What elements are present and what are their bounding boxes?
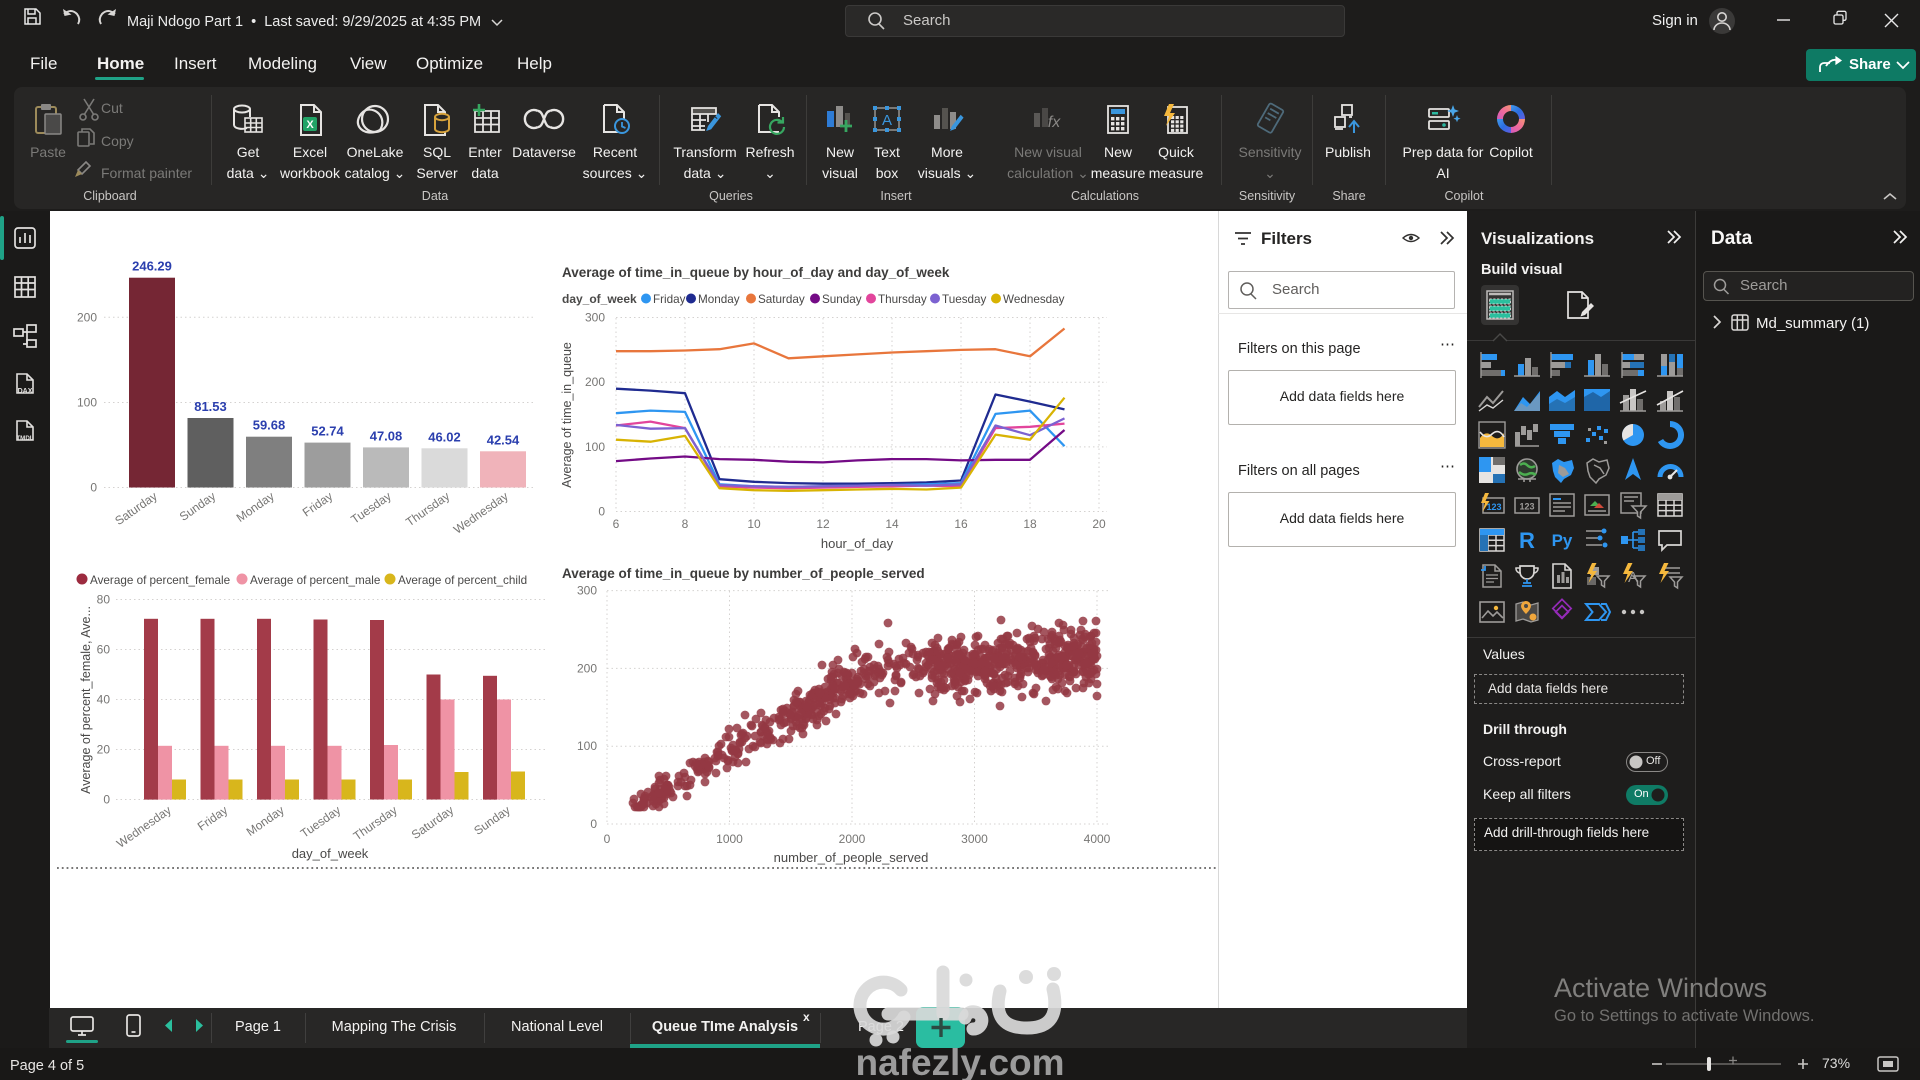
svg-text:Wednesday: Wednesday	[451, 489, 511, 537]
svg-text:0: 0	[90, 481, 97, 495]
svg-text:46.02: 46.02	[428, 429, 461, 444]
svg-text:0: 0	[590, 817, 597, 831]
svg-text:47.08: 47.08	[370, 428, 403, 443]
svg-text:X: X	[306, 119, 314, 131]
svg-text:Saturday: Saturday	[758, 293, 805, 306]
svg-text:fx: fx	[1048, 114, 1061, 131]
svg-text:Average of time_in_queue by ho: Average of time_in_queue by hour_of_day …	[562, 265, 950, 280]
svg-text:52.74: 52.74	[311, 424, 344, 439]
svg-text:10: 10	[747, 517, 761, 531]
svg-text:200: 200	[577, 661, 597, 675]
svg-text:2000: 2000	[839, 832, 866, 846]
svg-text:Friday: Friday	[653, 293, 686, 306]
svg-text:Sunday: Sunday	[822, 293, 862, 306]
svg-text:Thursday: Thursday	[351, 803, 400, 843]
svg-text:TMDL: TMDL	[16, 435, 33, 442]
svg-text:0: 0	[598, 505, 605, 519]
svg-text:DAX: DAX	[18, 388, 33, 395]
svg-text:42.54: 42.54	[487, 432, 520, 447]
svg-text:300: 300	[577, 584, 597, 598]
svg-text:Average of time_in_queue by nu: Average of time_in_queue by number_of_pe…	[562, 566, 925, 581]
svg-text:20: 20	[1092, 517, 1106, 531]
svg-text:100: 100	[77, 396, 97, 410]
svg-text:Thursday: Thursday	[878, 293, 927, 306]
svg-text:hour_of_day: hour_of_day	[821, 536, 894, 551]
svg-text:Monday: Monday	[244, 803, 287, 839]
svg-text:200: 200	[77, 310, 97, 324]
svg-text:12: 12	[816, 517, 830, 531]
svg-text:6: 6	[613, 517, 620, 531]
svg-text:Sunday: Sunday	[471, 803, 512, 838]
svg-text:Thursday: Thursday	[403, 489, 452, 529]
svg-text:nafezly.com: nafezly.com	[855, 1042, 1064, 1080]
svg-text:123: 123	[1486, 502, 1501, 512]
svg-text:14: 14	[885, 517, 899, 531]
svg-text:18: 18	[1023, 517, 1037, 531]
svg-text:60: 60	[97, 643, 111, 657]
svg-text:Monday: Monday	[234, 489, 277, 525]
svg-text:Average of percent_female: Average of percent_female	[90, 574, 230, 587]
svg-text:Wednesday: Wednesday	[114, 803, 174, 851]
svg-text:40: 40	[97, 693, 111, 707]
svg-text:Monday: Monday	[698, 293, 740, 306]
svg-text:A: A	[882, 112, 892, 129]
svg-text:Tuesday: Tuesday	[348, 489, 393, 527]
svg-text:Friday: Friday	[300, 489, 335, 520]
svg-text:8: 8	[682, 517, 689, 531]
svg-text:300: 300	[585, 311, 605, 325]
svg-text:Average of percent_male: Average of percent_male	[250, 574, 380, 587]
svg-text:day_of_week: day_of_week	[562, 292, 637, 306]
svg-text:1000: 1000	[716, 832, 743, 846]
svg-text:Wednesday: Wednesday	[1003, 293, 1065, 306]
svg-text:4000: 4000	[1084, 832, 1111, 846]
svg-text:100: 100	[577, 739, 597, 753]
svg-text:200: 200	[585, 375, 605, 389]
svg-text:0: 0	[103, 793, 110, 807]
svg-text:3000: 3000	[961, 832, 988, 846]
svg-text:Average of percent_female, Ave: Average of percent_female, Ave...	[79, 606, 93, 794]
svg-text:A: A	[1628, 569, 1638, 586]
svg-text:Average of percent_child: Average of percent_child	[398, 574, 527, 587]
svg-text:81.53: 81.53	[194, 399, 227, 414]
svg-text:80: 80	[97, 593, 111, 607]
svg-text:Saturday: Saturday	[409, 803, 456, 842]
svg-text:20: 20	[97, 743, 111, 757]
svg-text:Average of time_in_queue: Average of time_in_queue	[560, 342, 574, 488]
svg-text:Py: Py	[1552, 531, 1573, 550]
svg-text:day_of_week: day_of_week	[292, 846, 369, 861]
svg-text:R: R	[1519, 528, 1535, 553]
svg-text:100: 100	[585, 440, 605, 454]
svg-text:Sunday: Sunday	[177, 489, 218, 524]
svg-text:0: 0	[604, 832, 611, 846]
svg-text:Tuesday: Tuesday	[298, 803, 343, 841]
svg-text:59.68: 59.68	[253, 418, 286, 433]
svg-text:Friday: Friday	[195, 803, 230, 834]
svg-text:number_of_people_served: number_of_people_served	[774, 850, 929, 865]
svg-text:16: 16	[954, 517, 968, 531]
svg-text:123: 123	[1519, 502, 1534, 512]
svg-text:Saturday: Saturday	[112, 489, 159, 528]
svg-text:Tuesday: Tuesday	[942, 293, 987, 306]
svg-text:246.29: 246.29	[132, 259, 172, 274]
